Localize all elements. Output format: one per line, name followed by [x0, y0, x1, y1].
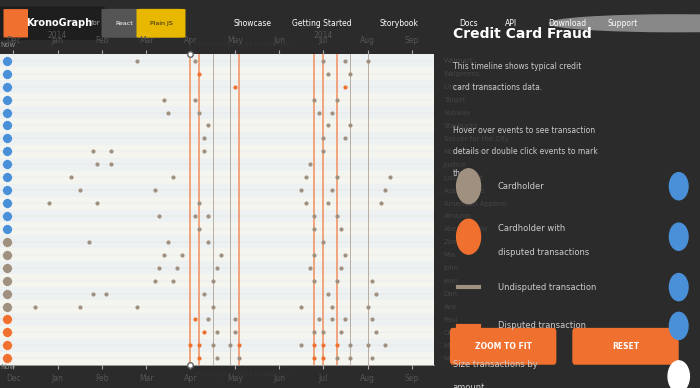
FancyBboxPatch shape — [102, 9, 147, 38]
Text: details or double click events to mark: details or double click events to mark — [453, 147, 597, 156]
Text: API: API — [505, 19, 517, 28]
Text: Hover over events to see transaction: Hover over events to see transaction — [453, 126, 595, 135]
Bar — [0, 132, 434, 145]
Text: Cardholder: Cardholder — [498, 182, 545, 191]
Circle shape — [669, 173, 688, 200]
Bar — [0, 287, 434, 300]
Text: Now: Now — [0, 364, 15, 370]
Text: ✓: ✓ — [676, 234, 682, 240]
Text: Cardholder with: Cardholder with — [498, 224, 565, 234]
Text: Plain JS: Plain JS — [150, 21, 172, 26]
Text: Download: Download — [548, 19, 586, 28]
Text: Showcase: Showcase — [233, 19, 271, 28]
Circle shape — [456, 169, 480, 204]
Text: Size transactions by: Size transactions by — [453, 360, 538, 369]
Text: Credit Card Fraud: Credit Card Fraud — [453, 27, 592, 41]
Text: Undisputed transaction: Undisputed transaction — [498, 282, 596, 292]
Bar — [0, 158, 434, 171]
FancyBboxPatch shape — [450, 328, 556, 365]
Text: RESET: RESET — [612, 342, 639, 351]
Bar — [0, 236, 434, 248]
Circle shape — [550, 15, 700, 32]
Text: card transactions data.: card transactions data. — [453, 83, 542, 92]
Text: Disputed transaction: Disputed transaction — [498, 321, 586, 331]
Text: ✓: ✓ — [676, 284, 682, 290]
FancyBboxPatch shape — [136, 9, 186, 38]
Bar — [0, 184, 434, 197]
Text: amount: amount — [453, 383, 485, 388]
FancyBboxPatch shape — [0, 7, 105, 40]
Text: ✓: ✓ — [676, 323, 682, 329]
Circle shape — [456, 219, 480, 254]
Text: KronoGraph: KronoGraph — [27, 18, 92, 28]
FancyBboxPatch shape — [4, 9, 28, 38]
Text: React: React — [116, 21, 134, 26]
Text: 2014: 2014 — [48, 31, 67, 40]
Text: ZOOM TO FIT: ZOOM TO FIT — [475, 342, 532, 351]
Text: Getting Started: Getting Started — [292, 19, 352, 28]
Circle shape — [668, 361, 690, 388]
Text: Marc spends $964 at Walmart: Marc spends $964 at Walmart — [195, 372, 289, 378]
Text: Now: Now — [0, 42, 15, 48]
Circle shape — [669, 274, 688, 301]
Text: disputed transactions: disputed transactions — [498, 248, 589, 257]
Bar — [0, 210, 434, 222]
Text: Storybook: Storybook — [379, 19, 419, 28]
Text: for: for — [91, 20, 101, 26]
Text: 2014: 2014 — [314, 31, 333, 40]
Circle shape — [669, 312, 688, 340]
Text: them.: them. — [453, 169, 475, 178]
Text: This timeline shows typical credit: This timeline shows typical credit — [453, 62, 581, 71]
Text: Marc spends $964 at Walmart: Marc spends $964 at Walmart — [195, 42, 289, 47]
Bar — [0, 106, 434, 119]
Circle shape — [669, 223, 688, 250]
Text: Support: Support — [608, 19, 638, 28]
Bar — [0, 339, 434, 352]
Bar — [0, 80, 434, 93]
FancyBboxPatch shape — [573, 328, 679, 365]
Text: ✓: ✓ — [676, 183, 682, 189]
Bar — [0, 54, 434, 67]
Text: Docs: Docs — [460, 19, 478, 28]
Bar — [0, 261, 434, 274]
Bar — [0, 313, 434, 326]
